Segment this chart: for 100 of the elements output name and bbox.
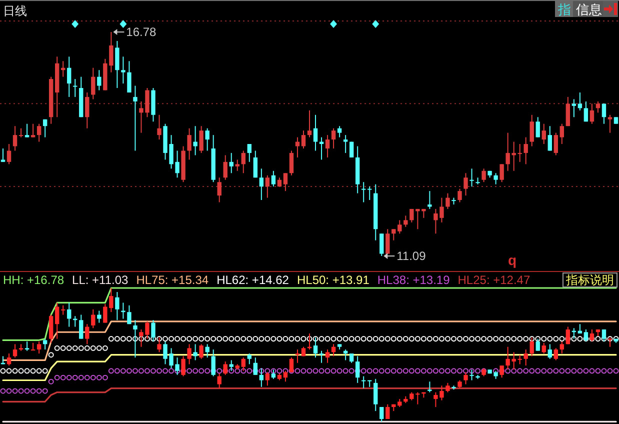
candlestick (91, 67, 96, 100)
candlestick (602, 103, 606, 124)
candlestick (524, 136, 528, 165)
candlestick (560, 123, 564, 144)
candlestick (386, 404, 390, 420)
candlestick (193, 126, 198, 156)
candlestick (301, 130, 306, 149)
candlestick (247, 353, 252, 365)
candlestick (67, 56, 72, 98)
candlestick (307, 110, 312, 138)
chart-title: 日线 (3, 4, 27, 18)
candlestick (500, 164, 504, 183)
candlestick (85, 92, 90, 129)
candlestick (470, 168, 474, 188)
candlestick (548, 344, 552, 360)
candlestick (61, 304, 66, 316)
candlestick (265, 174, 270, 198)
candlestick (319, 350, 324, 364)
candlestick (271, 170, 276, 188)
text: HL38: +13.19 (377, 273, 450, 287)
candlestick (85, 324, 90, 345)
candlestick (48, 314, 54, 344)
candlestick (36, 340, 42, 354)
candlestick (482, 168, 486, 183)
text: HL50: +13.91 (296, 273, 370, 287)
candlestick (0, 148, 6, 162)
candlestick (54, 302, 60, 340)
candlestick (241, 150, 246, 174)
candlestick (79, 314, 84, 340)
candlestick (331, 128, 336, 149)
candlestick (398, 220, 402, 234)
candlestick (536, 116, 540, 138)
candlestick (404, 215, 408, 228)
candlestick (548, 126, 552, 152)
candlestick (97, 70, 102, 91)
candlestick (428, 381, 432, 393)
candlestick (121, 56, 126, 84)
text: 指 (557, 2, 571, 17)
candlestick (446, 382, 450, 393)
candlestick (313, 114, 318, 152)
candlestick (187, 344, 192, 365)
candlestick (199, 344, 204, 360)
annotation: 16.78 (126, 25, 157, 39)
candlestick (42, 118, 48, 138)
candlestick (133, 85, 138, 152)
candlestick (12, 344, 18, 358)
candlestick (223, 154, 228, 180)
candlestick (253, 150, 258, 178)
candlestick (97, 310, 102, 324)
candlestick (542, 123, 546, 144)
candlestick (36, 123, 42, 142)
candlestick (542, 342, 546, 354)
candlestick (12, 126, 18, 152)
candlestick (554, 132, 558, 156)
candlestick (115, 292, 120, 321)
candlestick (380, 406, 384, 422)
candlestick (127, 304, 132, 325)
candlestick (386, 228, 390, 254)
candlestick (205, 128, 210, 152)
candlestick (464, 172, 468, 196)
candlestick (289, 150, 294, 176)
candlestick (374, 378, 378, 412)
candlestick (494, 172, 498, 185)
candlestick (392, 228, 396, 241)
candlestick (295, 349, 300, 364)
candlestick (67, 302, 72, 328)
candlestick (349, 353, 354, 364)
annotation: 11.09 (396, 249, 426, 263)
candlestick (343, 134, 348, 154)
candlestick (458, 188, 462, 203)
candlestick (205, 344, 210, 358)
candlestick (42, 338, 48, 350)
candlestick (446, 192, 450, 210)
candlestick (572, 98, 576, 118)
candlestick (524, 349, 528, 366)
series-label: HH: +16.78 (3, 273, 64, 287)
text: LL: +11.03 (72, 273, 129, 287)
candlestick (121, 302, 126, 320)
candlestick (229, 152, 234, 174)
text: 指标说明 (565, 273, 614, 287)
text: HL62: +14.62 (216, 273, 290, 287)
candlestick (259, 168, 264, 200)
candlestick (566, 96, 570, 127)
candlestick (24, 123, 30, 138)
candlestick (337, 126, 342, 138)
candlestick (187, 128, 192, 160)
candlestick (247, 144, 252, 162)
candlestick (6, 144, 12, 165)
candlestick (193, 344, 198, 361)
text: 信息 (576, 2, 602, 17)
candlestick (127, 60, 132, 93)
candlestick (578, 92, 582, 111)
candlestick (361, 376, 366, 389)
candlestick (217, 177, 222, 203)
text: HL75: +15.34 (136, 273, 209, 287)
candlestick (91, 308, 96, 329)
candlestick (30, 342, 36, 350)
candlestick (283, 370, 288, 382)
candlestick (380, 233, 384, 256)
candlestick (361, 182, 366, 203)
